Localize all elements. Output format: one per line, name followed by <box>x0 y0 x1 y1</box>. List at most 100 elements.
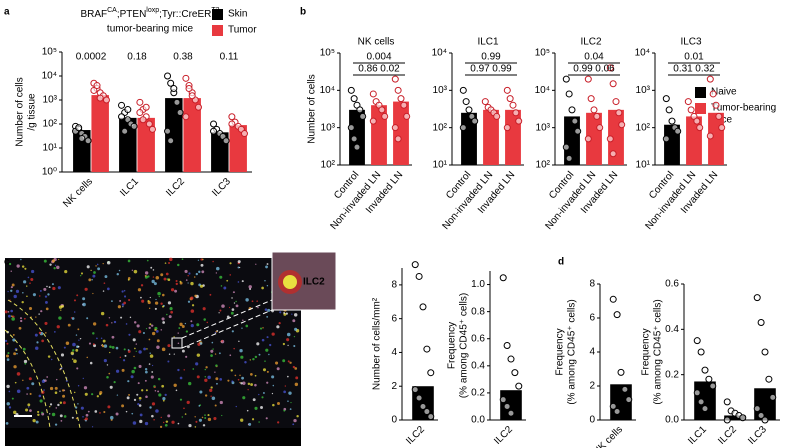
data-point <box>507 409 515 417</box>
image-texture-dot <box>91 426 94 428</box>
image-texture-dot <box>144 421 149 426</box>
data-point <box>609 402 617 410</box>
image-texture-dot <box>214 404 217 407</box>
image-texture-dot <box>181 324 185 329</box>
data-point <box>693 389 701 397</box>
image-texture-dot <box>216 382 218 385</box>
image-texture-dot <box>209 293 212 296</box>
image-texture-dot <box>264 308 268 311</box>
image-texture-dot <box>52 286 56 291</box>
y-tick-label: 10⁴ <box>635 48 650 59</box>
image-texture-dot <box>196 375 200 379</box>
image-texture-dot <box>107 405 111 409</box>
image-texture-dot <box>96 395 99 398</box>
image-texture-dot <box>272 403 275 407</box>
image-texture-dot <box>151 331 156 336</box>
image-texture-dot <box>108 372 111 375</box>
image-texture-dot <box>117 305 121 309</box>
image-texture-dot <box>86 317 89 320</box>
image-texture-dot <box>229 262 232 265</box>
data-point <box>142 103 150 111</box>
data-point <box>590 106 598 114</box>
image-texture-dot <box>168 315 172 319</box>
data-point <box>148 125 156 133</box>
image-texture-dot <box>18 326 22 330</box>
y-tick-label: 4 <box>391 347 397 358</box>
image-texture-dot <box>38 394 42 398</box>
image-texture-dot <box>161 347 166 352</box>
image-texture-dot <box>218 312 220 314</box>
image-texture-dot <box>144 274 147 277</box>
image-texture-dot <box>164 393 167 397</box>
y-tick-label: 0.8 <box>471 306 485 317</box>
image-texture-dot <box>100 311 105 316</box>
chart-title: ILC3 <box>680 37 702 48</box>
data-point <box>415 272 423 280</box>
image-texture-dot <box>80 272 84 275</box>
image-texture-dot <box>128 393 131 396</box>
image-texture-dot <box>201 270 205 274</box>
image-texture-dot <box>285 312 288 315</box>
bar <box>91 95 109 172</box>
data-point <box>381 112 389 120</box>
micrograph <box>4 251 337 446</box>
image-texture-dot <box>109 345 112 349</box>
image-texture-dot <box>88 278 92 282</box>
zoom-line <box>181 309 273 349</box>
image-texture-dot <box>133 398 137 401</box>
image-texture-dot <box>194 294 197 298</box>
data-point <box>701 366 709 374</box>
data-point <box>705 375 713 383</box>
image-texture-dot <box>148 307 151 310</box>
image-texture-dot <box>241 280 244 283</box>
image-texture-dot <box>57 403 60 407</box>
data-point <box>709 382 717 390</box>
image-texture-dot <box>80 406 84 410</box>
image-texture-dot <box>241 327 243 329</box>
image-texture-dot <box>265 348 269 352</box>
image-texture-dot <box>56 378 58 381</box>
image-texture-dot <box>167 301 172 305</box>
image-texture-dot <box>26 295 28 298</box>
image-texture-dot <box>35 346 39 350</box>
image-texture-dot <box>214 353 217 355</box>
image-texture-dot <box>65 341 70 345</box>
legend-swatch <box>212 9 223 20</box>
image-texture-dot <box>252 398 256 402</box>
image-texture-dot <box>184 322 187 325</box>
image-texture-dot <box>162 399 165 402</box>
stain-label: DAPI <box>10 432 33 443</box>
data-point <box>739 414 747 422</box>
legend-label: Naive <box>711 87 737 98</box>
x-tick-label: NK cells <box>61 176 95 210</box>
image-texture-dot <box>123 289 126 292</box>
image-texture-dot <box>162 321 165 324</box>
image-texture-dot <box>153 386 156 389</box>
x-tick-label: ILC2 <box>716 424 739 447</box>
image-texture-dot <box>11 397 14 400</box>
image-texture-dot <box>108 317 111 319</box>
border-line <box>7 299 81 429</box>
image-texture-dot <box>254 355 258 359</box>
image-texture-dot <box>118 269 121 272</box>
image-texture-dot <box>99 391 103 395</box>
image-texture-dot <box>239 349 243 353</box>
image-texture-dot <box>95 265 97 267</box>
image-texture-dot <box>13 352 17 356</box>
image-texture-dot <box>204 417 207 419</box>
image-texture-dot <box>134 347 136 350</box>
image-texture-dot <box>39 399 43 403</box>
data-point <box>715 112 723 120</box>
image-texture-dot <box>150 266 153 269</box>
image-texture-dot <box>48 405 51 408</box>
image-texture-dot <box>91 279 93 281</box>
image-texture-dot <box>200 258 203 261</box>
image-texture-dot <box>82 302 86 307</box>
data-point <box>210 127 218 135</box>
image-texture-dot <box>170 310 174 314</box>
data-point <box>176 109 184 117</box>
image-texture-dot <box>248 422 252 426</box>
image-texture-dot <box>151 402 156 406</box>
image-texture-dot <box>106 261 111 265</box>
image-texture-dot <box>47 355 51 358</box>
